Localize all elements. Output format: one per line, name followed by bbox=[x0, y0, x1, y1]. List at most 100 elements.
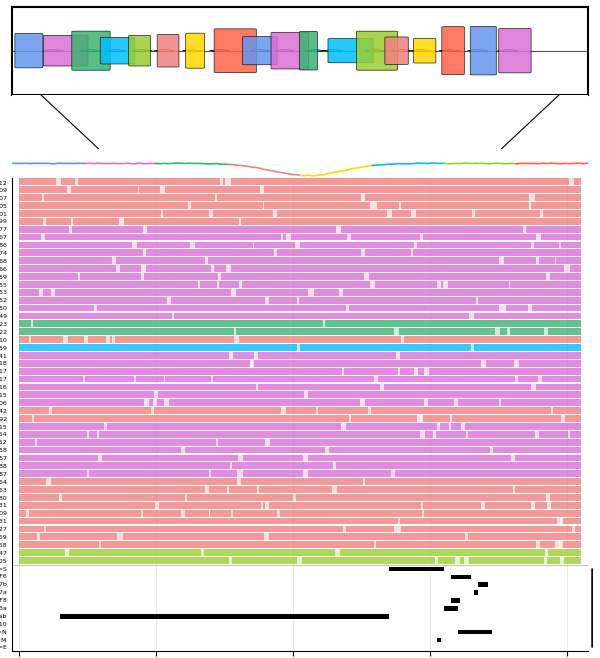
Bar bbox=[19, 518, 581, 524]
Bar bbox=[71, 218, 73, 224]
Bar bbox=[26, 510, 29, 517]
Bar bbox=[478, 582, 488, 587]
Bar bbox=[295, 241, 299, 248]
Bar bbox=[325, 447, 329, 453]
Bar bbox=[19, 368, 581, 374]
FancyBboxPatch shape bbox=[299, 32, 317, 70]
Bar bbox=[235, 336, 239, 343]
Bar bbox=[190, 241, 196, 248]
FancyBboxPatch shape bbox=[185, 33, 205, 68]
Bar bbox=[181, 447, 185, 453]
Bar bbox=[523, 226, 526, 232]
Bar bbox=[361, 194, 365, 201]
Bar bbox=[547, 502, 551, 509]
Bar bbox=[19, 494, 581, 501]
Bar bbox=[112, 257, 116, 264]
FancyBboxPatch shape bbox=[470, 26, 496, 75]
Bar bbox=[509, 281, 511, 288]
Bar bbox=[260, 186, 263, 193]
Bar bbox=[19, 328, 581, 335]
Bar bbox=[143, 226, 147, 232]
Bar bbox=[238, 455, 244, 461]
Bar bbox=[544, 328, 548, 335]
Bar bbox=[555, 542, 561, 548]
Bar bbox=[215, 439, 218, 445]
Bar bbox=[449, 423, 451, 430]
Bar bbox=[19, 376, 581, 382]
Bar bbox=[19, 447, 581, 453]
Bar bbox=[281, 234, 283, 240]
Bar bbox=[237, 478, 241, 485]
Bar bbox=[506, 328, 509, 335]
Bar bbox=[349, 415, 351, 422]
Bar bbox=[363, 478, 365, 485]
Bar bbox=[335, 549, 340, 556]
Bar bbox=[546, 273, 550, 280]
Bar bbox=[398, 526, 401, 532]
Polygon shape bbox=[497, 49, 518, 52]
Bar bbox=[19, 399, 581, 406]
FancyBboxPatch shape bbox=[356, 31, 398, 70]
Bar bbox=[220, 178, 223, 185]
Bar bbox=[297, 344, 300, 351]
Bar bbox=[97, 431, 99, 438]
Bar bbox=[256, 384, 259, 390]
Bar bbox=[414, 368, 418, 374]
Polygon shape bbox=[154, 49, 175, 52]
Bar bbox=[19, 439, 581, 445]
Polygon shape bbox=[439, 49, 460, 52]
Bar bbox=[116, 265, 120, 272]
Bar bbox=[254, 352, 258, 359]
Bar bbox=[461, 423, 465, 430]
Bar bbox=[19, 249, 581, 256]
Bar bbox=[78, 273, 80, 280]
Bar bbox=[476, 297, 478, 303]
Bar bbox=[308, 289, 314, 295]
Bar bbox=[19, 289, 581, 295]
Bar bbox=[172, 313, 174, 319]
Bar bbox=[19, 415, 581, 422]
Bar bbox=[466, 431, 468, 438]
Bar bbox=[29, 336, 31, 343]
Bar bbox=[437, 281, 442, 288]
Bar bbox=[433, 431, 436, 438]
Bar bbox=[257, 486, 259, 493]
Bar bbox=[472, 210, 475, 216]
Bar bbox=[418, 415, 422, 422]
Bar bbox=[389, 567, 444, 571]
Bar bbox=[499, 399, 501, 406]
Bar bbox=[59, 494, 62, 501]
Bar bbox=[215, 194, 217, 201]
Bar bbox=[19, 313, 581, 319]
Bar bbox=[37, 534, 40, 540]
Bar bbox=[19, 257, 581, 264]
Bar bbox=[536, 257, 539, 264]
Bar bbox=[386, 210, 392, 216]
Bar bbox=[572, 526, 575, 532]
Bar bbox=[399, 202, 401, 209]
Polygon shape bbox=[105, 49, 126, 52]
Bar bbox=[19, 352, 581, 359]
Bar bbox=[538, 376, 542, 382]
Bar bbox=[437, 423, 440, 430]
Polygon shape bbox=[209, 49, 230, 52]
Bar bbox=[19, 478, 581, 485]
Bar bbox=[188, 202, 191, 209]
Bar bbox=[420, 431, 425, 438]
Bar bbox=[83, 376, 85, 382]
FancyBboxPatch shape bbox=[72, 31, 110, 70]
Polygon shape bbox=[365, 49, 386, 52]
Bar bbox=[540, 210, 543, 216]
Bar bbox=[536, 542, 540, 548]
Bar bbox=[332, 486, 337, 493]
Bar bbox=[411, 210, 416, 216]
Bar bbox=[65, 549, 68, 556]
Bar bbox=[370, 281, 375, 288]
Bar bbox=[361, 249, 365, 256]
Bar bbox=[364, 273, 369, 280]
Bar bbox=[86, 431, 89, 438]
Bar bbox=[19, 336, 581, 343]
Bar bbox=[164, 376, 166, 382]
Polygon shape bbox=[467, 49, 488, 52]
FancyBboxPatch shape bbox=[129, 36, 151, 66]
